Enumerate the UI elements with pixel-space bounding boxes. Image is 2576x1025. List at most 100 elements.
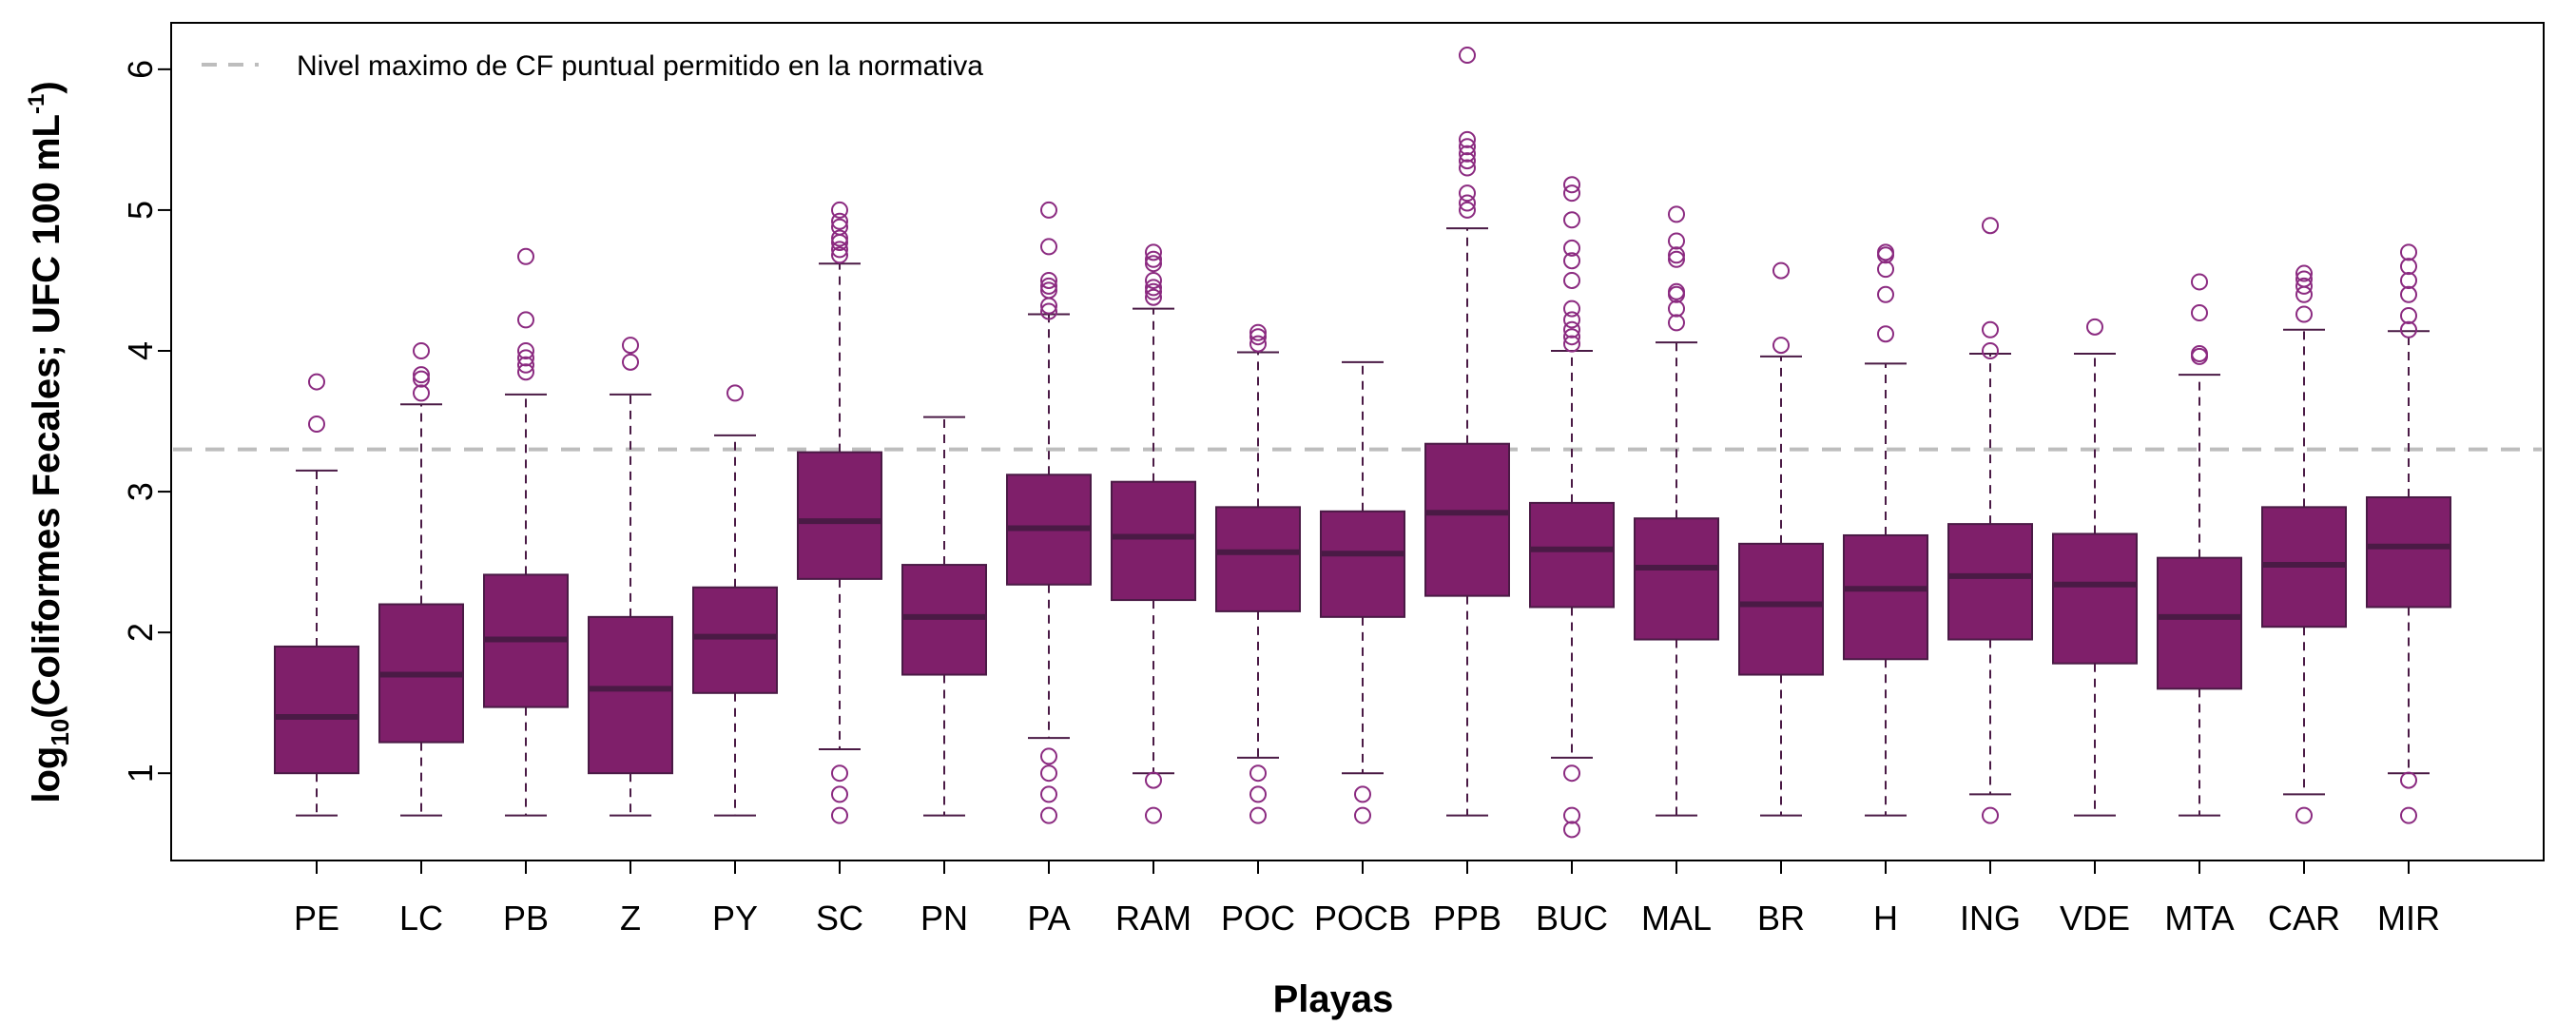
outlier-point: [2191, 304, 2208, 322]
outlier-point: [831, 246, 848, 264]
outlier-point: [413, 384, 430, 402]
box-LC: [378, 341, 464, 817]
outlier-point: [2191, 344, 2208, 362]
outlier-point: [2295, 264, 2313, 282]
outlier-point: [1563, 335, 1580, 353]
box-iqr: [797, 451, 882, 580]
x-tick-label: ING: [1960, 899, 2021, 938]
x-tick-label: Z: [620, 899, 641, 938]
outlier-point: [1249, 785, 1267, 803]
box-MTA: [2157, 273, 2242, 817]
outlier-point: [1668, 282, 1685, 300]
outlier-point: [831, 212, 848, 230]
x-axis-title: Playas: [1273, 978, 1394, 1020]
box-PPB: [1424, 47, 1510, 817]
box-POC: [1215, 323, 1301, 824]
x-tick-label: VDE: [2060, 899, 2130, 938]
box-iqr: [692, 586, 778, 694]
outlier-point: [1982, 341, 1999, 359]
outlier-point: [1040, 302, 1057, 320]
outlier-point: [1040, 785, 1057, 803]
box-iqr: [1529, 501, 1615, 609]
outlier-point: [1145, 250, 1162, 268]
outlier-point: [2400, 285, 2417, 303]
outlier-point: [831, 806, 848, 824]
outlier-point: [1668, 314, 1685, 332]
outlier-point: [1877, 285, 1894, 303]
outlier-point: [1040, 747, 1057, 765]
outlier-point: [1040, 764, 1057, 783]
y-tick-label: 1: [121, 764, 160, 783]
box-iqr: [1738, 542, 1824, 676]
x-tick-label: PPB: [1433, 899, 1501, 938]
box-ING: [1947, 217, 2033, 824]
x-tick-label: PY: [712, 899, 758, 938]
x-tick-label: BR: [1757, 899, 1805, 938]
box-POCB: [1320, 360, 1405, 824]
outlier-point: [1459, 130, 1476, 148]
outlier-point: [1982, 320, 1999, 338]
box-iqr: [1634, 517, 1719, 641]
box-iqr: [2157, 556, 2242, 690]
outlier-point: [1563, 764, 1580, 783]
box-PA: [1006, 201, 1092, 824]
outlier-point: [1877, 325, 1894, 343]
outlier-point: [1877, 243, 1894, 261]
outlier-point: [1982, 217, 1999, 235]
outlier-point: [1249, 328, 1267, 346]
outlier-point: [1040, 277, 1057, 295]
outlier-point: [413, 370, 430, 388]
outlier-point: [1563, 239, 1580, 257]
x-tick-label: PB: [503, 899, 549, 938]
outlier-point: [1563, 176, 1580, 194]
outlier-point: [1040, 201, 1057, 219]
outlier-point: [1459, 47, 1476, 65]
box-iqr: [1424, 442, 1510, 597]
outlier-point: [2295, 277, 2313, 295]
outlier-point: [1668, 232, 1685, 250]
outlier-point: [2191, 273, 2208, 291]
outlier-point: [1563, 311, 1580, 329]
box-PY: [692, 384, 778, 817]
outlier-point: [1668, 246, 1685, 264]
x-tick-label: MAL: [1641, 899, 1712, 938]
outlier-point: [1668, 205, 1685, 223]
y-tick-label: 2: [121, 623, 160, 642]
box-iqr: [2366, 495, 2451, 609]
outlier-point: [2400, 258, 2417, 276]
outlier-point: [517, 356, 534, 374]
outlier-point: [1249, 335, 1267, 353]
y-axis-title: log10(Coliformes Fecales; UFC 100 mL-1): [24, 81, 74, 803]
outlier-point: [1459, 159, 1476, 177]
x-tick-label: MIR: [2377, 899, 2440, 938]
box-iqr: [1947, 523, 2033, 641]
outlier-point: [2400, 271, 2417, 289]
outlier-point: [1459, 194, 1476, 212]
outlier-point: [1459, 201, 1476, 219]
outlier-point: [2400, 243, 2417, 261]
box-iqr: [274, 645, 359, 775]
outlier-point: [2400, 306, 2417, 324]
outlier-point: [1563, 328, 1580, 346]
outlier-point: [1877, 261, 1894, 279]
outlier-point: [831, 218, 848, 236]
x-tick-label: BUC: [1536, 899, 1608, 938]
plot-frame: [170, 22, 2545, 861]
outlier-point: [1563, 806, 1580, 824]
legend-label: Nivel maximo de CF puntual permitido en …: [297, 50, 983, 82]
y-axis: 1 2 3 4 5 6: [121, 60, 172, 783]
outlier-point: [1040, 281, 1057, 300]
outlier-point: [1563, 300, 1580, 318]
outlier-point: [517, 247, 534, 265]
x-tick-label: LC: [399, 899, 443, 938]
x-tick-label: POC: [1221, 899, 1295, 938]
box-iqr: [1111, 480, 1196, 602]
outlier-point: [413, 366, 430, 384]
x-tick-label: PA: [1027, 899, 1070, 938]
outlier-point: [622, 337, 639, 355]
outlier-point: [831, 229, 848, 247]
x-tick-label: MTA: [2164, 899, 2234, 938]
outlier-point: [1145, 255, 1162, 273]
x-axis: PE LC PB Z PY SC PN PA RAM POC POCB PPB BUC MAL BR H ING…: [294, 860, 2440, 938]
